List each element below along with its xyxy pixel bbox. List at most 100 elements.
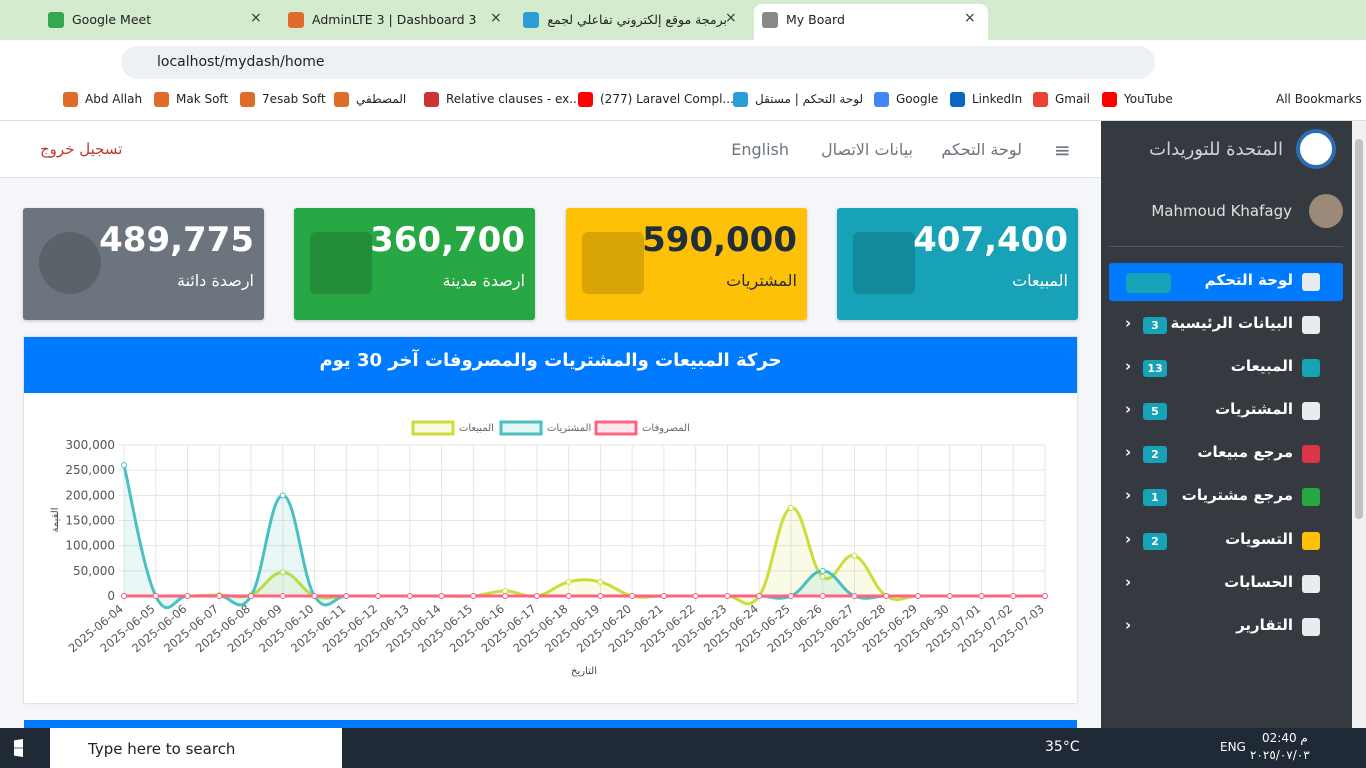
menu-badge: 2: [1143, 532, 1167, 550]
stat-value: 590,000: [642, 220, 797, 260]
stat-icon: [39, 232, 101, 294]
legend-swatch: [594, 420, 638, 436]
active-tab: [754, 4, 988, 40]
divider: [1109, 246, 1343, 247]
data-point: [819, 593, 826, 599]
tab-title[interactable]: My Board: [786, 12, 845, 27]
stat-label: ارصدة مدينة: [442, 271, 525, 290]
card-header: [24, 337, 1077, 393]
stat-value: 489,775: [99, 220, 254, 260]
data-point: [216, 593, 223, 599]
bookmark[interactable]: Abd Allah: [85, 92, 143, 106]
menu-item[interactable]: لوحة التحكم: [1204, 271, 1293, 289]
menu-item[interactable]: التسويات: [1225, 529, 1293, 548]
stat-box: [566, 208, 807, 320]
nav-link[interactable]: بيانات الاتصال: [820, 140, 913, 159]
stat-icon: [310, 232, 372, 294]
data-point: [978, 593, 985, 599]
bookmark-icon: [950, 92, 965, 107]
menu-icon: [1302, 574, 1320, 593]
bookmark[interactable]: 7esab Soft: [262, 92, 326, 106]
bookmark-icon: [154, 92, 169, 107]
bookmark[interactable]: لوحة التحكم | مستقل: [755, 92, 864, 106]
menu-chevron: ›: [1125, 615, 1132, 634]
url[interactable]: localhost/mydash/home: [157, 54, 325, 70]
data-point: [629, 593, 636, 599]
bookmark[interactable]: (277) Laravel Compl...: [600, 92, 734, 106]
legend-label: المبيعات: [459, 423, 494, 434]
data-point: [724, 593, 731, 599]
data-point: [470, 593, 477, 599]
bookmark-icon: [424, 92, 439, 107]
next-card: [24, 720, 1077, 728]
tab-title[interactable]: Google Meet: [72, 12, 152, 27]
x-axis-label: التاريخ: [571, 666, 597, 677]
nav-link[interactable]: لوحة التحكم: [941, 140, 1022, 159]
menu-item[interactable]: المبيعات: [1230, 357, 1293, 376]
menu-badge: 2: [1143, 446, 1167, 464]
y-tick-label: 150,000: [65, 514, 115, 528]
stat-value: 360,700: [370, 220, 525, 260]
bookmark[interactable]: Mak Soft: [176, 92, 229, 106]
data-point: [1010, 593, 1017, 599]
scroll-thumb[interactable]: [1355, 139, 1363, 519]
data-point: [121, 462, 127, 469]
data-point: [533, 593, 540, 599]
y-tick-label: 300,000: [65, 438, 115, 452]
bookmark[interactable]: Google: [896, 92, 939, 106]
menu-icon: [1302, 531, 1320, 550]
menu-item[interactable]: مرجع مبيعات: [1197, 443, 1293, 462]
data-point: [343, 593, 350, 599]
tab-title[interactable]: برمجة موقع إلكتروني تفاعلي لجمع: [547, 12, 727, 27]
data-point: [565, 578, 572, 585]
menu-item[interactable]: البيانات الرئيسية: [1170, 314, 1293, 332]
bookmark[interactable]: المصطفي: [356, 92, 407, 106]
menu-item[interactable]: التقارير: [1236, 615, 1293, 634]
tab-icon: [288, 12, 304, 28]
stat-icon: [582, 232, 644, 294]
logout[interactable]: تسجيل خروج: [40, 140, 123, 158]
bookmark[interactable]: Gmail: [1055, 92, 1091, 106]
all-bookmarks[interactable]: All Bookmarks: [1276, 92, 1362, 106]
data-point: [692, 593, 699, 599]
legend-swatch: [411, 420, 455, 436]
menu-chevron: ›: [1125, 529, 1132, 548]
search-text[interactable]: Type here to search: [88, 740, 236, 758]
address-bar[interactable]: [121, 46, 1155, 79]
tab-icon: [48, 12, 64, 28]
data-point: [375, 593, 382, 599]
menu-toggle[interactable]: ≡: [1054, 138, 1071, 162]
tab-icon: [523, 12, 539, 28]
bookmark-icon: [1102, 92, 1117, 107]
card-title: حركة المبيعات والمشتريات والمصروفات آخر …: [319, 350, 782, 371]
bookmark[interactable]: YouTube: [1124, 92, 1173, 106]
stat-icon: [853, 232, 915, 294]
menu-item[interactable]: مرجع مشتريات: [1181, 486, 1293, 505]
y-tick-label: 0: [107, 589, 115, 603]
scrollbar[interactable]: [1352, 121, 1366, 728]
bookmark[interactable]: LinkedIn: [972, 92, 1023, 106]
menu-item[interactable]: المشتريات: [1215, 400, 1293, 419]
menu-item[interactable]: الحسابات: [1224, 572, 1293, 591]
data-point: [946, 593, 953, 599]
stat-box: [837, 208, 1078, 320]
home-pill: [1126, 273, 1171, 293]
data-point: [152, 593, 159, 599]
tab-title[interactable]: AdminLTE 3 | Dashboard 3: [312, 12, 477, 27]
tab-close: ×: [725, 10, 737, 26]
data-point: [438, 593, 445, 599]
menu-icon: [1302, 402, 1320, 421]
y-tick-label: 50,000: [73, 564, 115, 578]
y-tick-label: 200,000: [65, 488, 115, 502]
menu-icon: [1302, 273, 1320, 291]
menu-icon: [1302, 445, 1320, 464]
menu-badge: 5: [1143, 403, 1167, 421]
data-point: [597, 578, 604, 585]
menu-badge: 3: [1143, 317, 1167, 334]
nav-link[interactable]: English: [731, 140, 789, 159]
search-box[interactable]: [50, 728, 342, 768]
data-point: [279, 492, 286, 499]
bookmark[interactable]: Relative clauses - ex...: [446, 92, 581, 106]
tab-close: ×: [964, 10, 976, 26]
